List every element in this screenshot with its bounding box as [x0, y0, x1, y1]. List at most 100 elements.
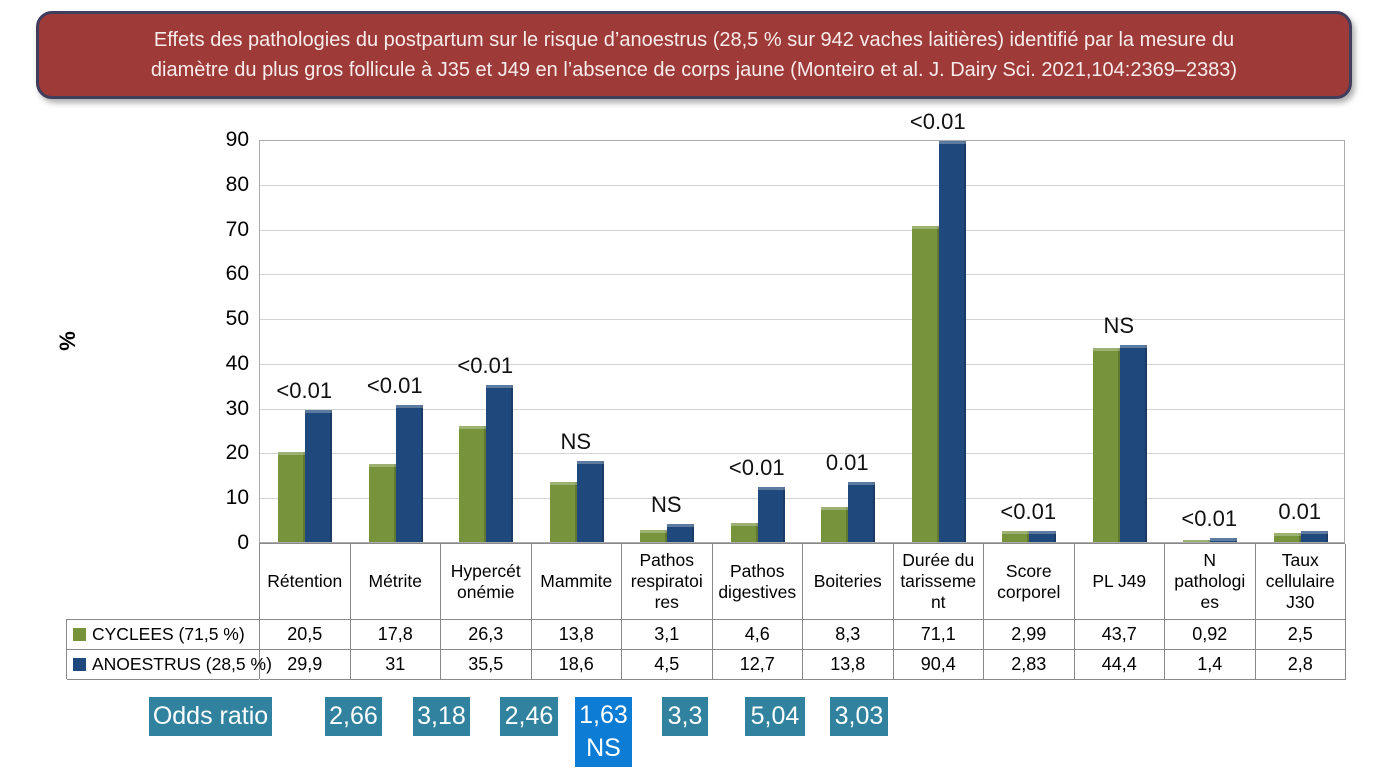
cyclees-swatch-icon: [73, 628, 86, 641]
category-header-cell-7: Durée du tarisseme nt: [893, 544, 984, 620]
table-cell-anoestrus-11: 2,8: [1255, 650, 1346, 680]
category-header-line: res: [654, 592, 679, 612]
category-header-cell-1: Métrite: [350, 544, 441, 620]
category-header-line: es: [1200, 592, 1219, 612]
bar-anoestrus-4: [667, 523, 695, 542]
bar-anoestrus-5: [757, 487, 785, 542]
odds-ratio-value-box-6: 3,03: [830, 697, 888, 736]
y-axis-tick-label: 30: [225, 396, 249, 420]
category-header-line: Durée du: [902, 550, 975, 570]
odds-ratio-value: 3,18: [417, 702, 466, 730]
bar-cyclees-4: [640, 530, 668, 542]
bar-cyclees-8: [1002, 530, 1030, 542]
bar-cyclees-11: [1273, 532, 1301, 542]
odds-ratio-value: 2,66: [329, 702, 378, 730]
bar-cyclees-3: [549, 482, 577, 542]
y-axis-tick-label: 40: [225, 351, 249, 375]
bar-cyclees-10: [1183, 539, 1211, 542]
bar-anoestrus-3: [576, 460, 604, 542]
table-cell-cyclees-6: 8,3: [803, 620, 894, 650]
category-header-line: J30: [1286, 592, 1315, 612]
bar-anoestrus-8: [1029, 531, 1057, 542]
chart-legend: CYCLEES (71,5 %) ANOESTRUS (28,5 %): [66, 619, 272, 680]
significance-label-11: 0.01: [1278, 499, 1322, 525]
odds-ratio-value: 2,46: [504, 702, 554, 730]
data-table: Rétention Métrite Hypercét onémie Mammite Pat…: [259, 543, 1346, 680]
category-header-line: respiratoi: [630, 571, 703, 591]
category-header-cell-9: PL J49: [1074, 544, 1165, 620]
legend-item-anoestrus: ANOESTRUS (28,5 %): [67, 650, 272, 680]
bar-anoestrus-2: [486, 385, 514, 542]
legend-label: ANOESTRUS (28,5 %): [92, 654, 272, 674]
bar-cyclees-9: [1092, 348, 1120, 542]
category-header-cell-6: Boiteries: [803, 544, 894, 620]
significance-label-0: <0.01: [276, 378, 333, 404]
table-cell-cyclees-10: 0,92: [1165, 620, 1256, 650]
category-header-cell-3: Mammite: [531, 544, 622, 620]
category-header-line: digestives: [718, 581, 797, 602]
bar-cyclees-6: [821, 506, 849, 542]
bar-anoestrus-9: [1119, 345, 1147, 542]
odds-ratio-value-box-1: 3,18: [413, 697, 470, 736]
category-header-line: corporel: [997, 581, 1061, 602]
y-axis-tick-label: 10: [225, 486, 249, 510]
odds-ratio-value-box-3: 1,63 NS: [575, 697, 632, 767]
significance-label-4: NS: [650, 491, 682, 517]
table-cell-anoestrus-1: 31: [350, 650, 441, 680]
significance-label-6: 0.01: [825, 450, 869, 476]
table-cell-cyclees-4: 3,1: [622, 620, 713, 650]
table-cell-anoestrus-5: 12,7: [712, 650, 803, 680]
category-header-line: Rétention: [267, 571, 343, 591]
table-cell-cyclees-8: 2,99: [984, 620, 1075, 650]
category-header-line: Hypercét: [450, 560, 521, 581]
y-axis-tick-label: 60: [225, 262, 249, 286]
gridline: [260, 184, 1344, 186]
odds-ratio-value-box-4: 3,3: [662, 697, 708, 736]
odds-ratio-value: 5,04: [750, 702, 800, 730]
odds-ratio-value: 3,03: [834, 702, 884, 730]
table-cell-cyclees-11: 2,5: [1255, 620, 1346, 650]
y-axis-tick-label: 90: [225, 128, 249, 151]
gridline: [260, 319, 1344, 321]
odds-ratio-value-box-0: 2,66: [325, 697, 382, 736]
category-header-line: Pathos: [730, 560, 785, 581]
gridline: [260, 453, 1344, 455]
table-cell-cyclees-0: 20,5: [260, 620, 351, 650]
table-cell-anoestrus-4: 4,5: [622, 650, 713, 680]
gridline: [260, 274, 1344, 276]
category-header-cell-4: Pathos respiratoi res: [622, 544, 713, 620]
odds-ratio-title-box: Odds ratio: [149, 697, 272, 736]
odds-ratio-value-box-5: 5,04: [745, 697, 805, 736]
category-header-line: cellulaire: [1265, 571, 1335, 591]
table-cell-anoestrus-6: 13,8: [803, 650, 894, 680]
gridline: [260, 498, 1344, 500]
table-cell-cyclees-5: 4,6: [712, 620, 803, 650]
category-header-line: onémie: [457, 581, 515, 602]
category-header-line: Boiteries: [813, 571, 882, 591]
gridline: [260, 229, 1344, 231]
legend-item-cyclees: CYCLEES (71,5 %): [67, 620, 259, 650]
significance-label-3: NS: [560, 428, 592, 454]
category-header-cell-11: Taux cellulaire J30: [1255, 544, 1346, 620]
category-header-line: nt: [930, 592, 946, 612]
category-header-cell-0: Rétention: [260, 544, 351, 620]
category-header-cell-5: Pathos digestives: [712, 544, 803, 620]
odds-ratio-value: 1,63: [579, 701, 628, 729]
bar-cyclees-0: [278, 452, 306, 542]
category-header-line: Mammite: [540, 571, 613, 591]
category-header-line: Score: [1005, 560, 1052, 581]
bar-anoestrus-0: [305, 410, 333, 542]
odds-ratio-note: NS: [586, 734, 621, 762]
significance-label-9: NS: [1103, 313, 1135, 339]
bar-anoestrus-7: [938, 141, 966, 542]
table-cell-cyclees-7: 71,1: [893, 620, 984, 650]
table-cell-anoestrus-9: 44,4: [1074, 650, 1165, 680]
gridline: [260, 408, 1344, 410]
category-header-line: Métrite: [368, 571, 422, 591]
category-header-line: Pathos: [639, 550, 694, 570]
table-cell-anoestrus-10: 1,4: [1165, 650, 1256, 680]
table-cell-anoestrus-0: 29,9: [260, 650, 351, 680]
significance-label-5: <0.01: [728, 455, 785, 481]
